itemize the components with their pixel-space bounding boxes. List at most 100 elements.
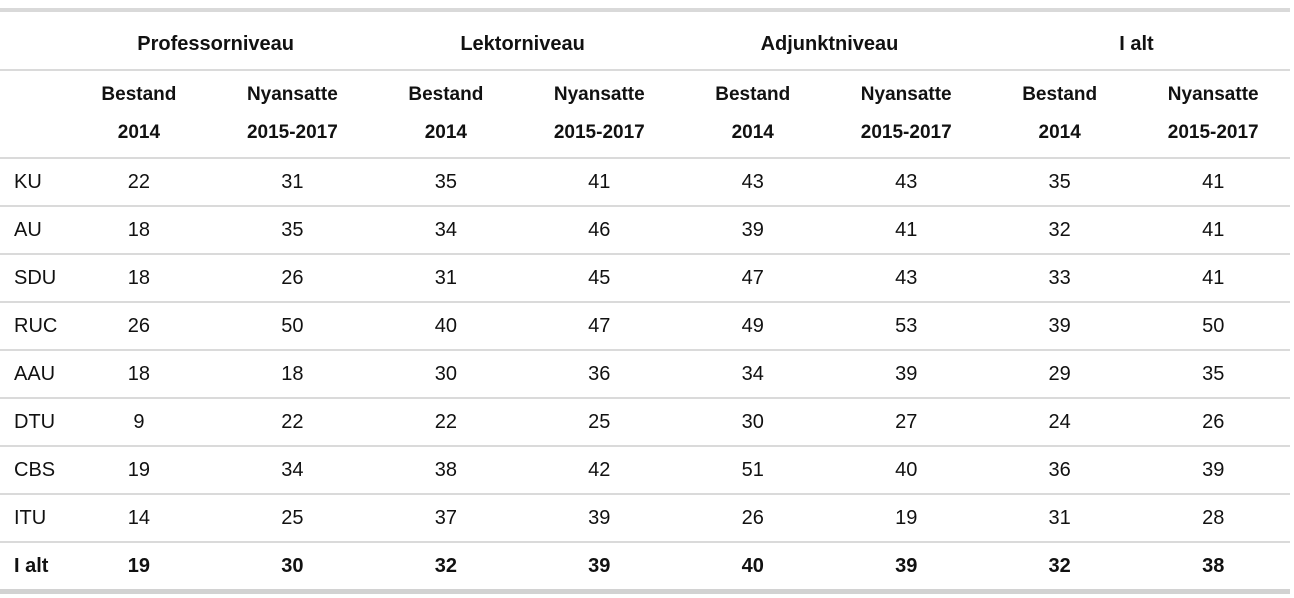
data-cell: 26: [676, 494, 830, 543]
subheader-row: Bestand 2014 Nyansatte 2015-2017 Bestand 2014…: [0, 70, 1290, 159]
column-header-line2: 2014: [424, 122, 467, 143]
column-header-line2: 2015-2017: [1167, 122, 1259, 143]
data-cell: 50: [215, 302, 370, 351]
data-cell: 46: [522, 206, 677, 255]
table-row: AAU 18 18 30 36 34 39 29 35: [0, 350, 1290, 399]
row-label: DTU: [0, 398, 63, 447]
data-cell: 47: [522, 302, 677, 351]
row-label: SDU: [0, 254, 63, 303]
corner-cell: [0, 70, 63, 159]
data-cell: 30: [369, 350, 523, 399]
column-header-bestand-0: Bestand 2014: [62, 70, 216, 159]
column-header-nyansatte-0: Nyansatte 2015-2017: [215, 70, 370, 159]
column-header-line2: 2015-2017: [553, 122, 645, 143]
data-cell: 35: [215, 206, 370, 255]
data-cell: 37: [369, 494, 523, 543]
data-cell: 18: [215, 350, 370, 399]
data-cell: 19: [829, 494, 983, 543]
data-cell: 25: [215, 494, 370, 543]
table-row: CBS 19 34 38 42 51 40 36 39: [0, 446, 1290, 495]
column-header-bestand-1: Bestand 2014: [369, 70, 523, 159]
data-cell: 49: [676, 302, 830, 351]
data-cell: 31: [215, 158, 370, 207]
column-header-line1: Nyansatte: [246, 84, 338, 105]
data-cell: 39: [522, 494, 677, 543]
data-cell: 38: [369, 446, 523, 495]
row-label: KU: [0, 158, 63, 207]
data-cell: 36: [522, 350, 677, 399]
row-label: CBS: [0, 446, 63, 495]
column-header-bestand-2: Bestand 2014: [676, 70, 830, 159]
row-label: I alt: [14, 554, 49, 577]
column-header-nyansatte-1: Nyansatte 2015-2017: [522, 70, 677, 159]
data-cell: 43: [829, 254, 983, 303]
data-cell: 18: [62, 206, 216, 255]
data-cell: 9: [62, 398, 216, 447]
data-cell: 39: [895, 554, 918, 577]
data-cell: 41: [1136, 206, 1290, 255]
data-cell: 43: [676, 158, 830, 207]
data-cell: 26: [1136, 398, 1290, 447]
row-label: AU: [0, 206, 63, 255]
group-header-professorniveau: Professorniveau: [62, 10, 370, 71]
data-cell: 34: [676, 350, 830, 399]
data-cell: 22: [62, 158, 216, 207]
data-cell: 30: [281, 554, 304, 577]
table-row: DTU 9 22 22 25 30 27 24 26: [0, 398, 1290, 447]
data-cell: 19: [62, 446, 216, 495]
table-row: I alt 19 30 32 39 40 39 32 38: [0, 542, 1290, 592]
column-header-line1: Nyansatte: [553, 84, 645, 105]
data-cell: 31: [982, 494, 1137, 543]
group-header-i-alt: I alt: [982, 10, 1290, 71]
column-header-line2: 2015-2017: [860, 122, 952, 143]
column-header-line2: 2014: [731, 122, 774, 143]
data-cell: 40: [369, 302, 523, 351]
column-header-line2: 2014: [117, 122, 161, 143]
data-cell: 41: [1136, 254, 1290, 303]
data-cell: 26: [215, 254, 370, 303]
data-cell: 39: [1136, 446, 1290, 495]
data-cell: 32: [1048, 554, 1071, 577]
data-cell: 24: [982, 398, 1137, 447]
data-cell: 31: [369, 254, 523, 303]
column-header-line1: Bestand: [408, 84, 484, 105]
table-row: ITU 14 25 37 39 26 19 31 28: [0, 494, 1290, 543]
data-cell: 53: [829, 302, 983, 351]
data-cell: 34: [369, 206, 523, 255]
data-cell: 32: [434, 554, 457, 577]
table-body: KU 22 31 35 41 43 43 35 41 AU 18 35 34 46 39 41 32 41 SDU 1…: [0, 158, 1290, 592]
data-cell: 18: [62, 350, 216, 399]
data-cell: 40: [741, 554, 764, 577]
data-cell: 28: [1136, 494, 1290, 543]
group-header-adjunktniveau: Adjunktniveau: [676, 10, 983, 71]
column-header-line1: Bestand: [715, 84, 791, 105]
row-label: ITU: [0, 494, 63, 543]
data-cell: 36: [982, 446, 1137, 495]
data-cell: 39: [676, 206, 830, 255]
data-cell: 41: [829, 206, 983, 255]
data-cell: 14: [62, 494, 216, 543]
data-cell: 27: [829, 398, 983, 447]
column-header-nyansatte-3: Nyansatte 2015-2017: [1136, 70, 1290, 159]
data-cell: 50: [1136, 302, 1290, 351]
statistics-table: Professorniveau Lektorniveau Adjunktnive…: [0, 8, 1290, 594]
data-cell: 40: [829, 446, 983, 495]
corner-cell: [0, 10, 63, 71]
data-cell: 41: [522, 158, 677, 207]
row-label: RUC: [0, 302, 63, 351]
data-cell: 25: [522, 398, 677, 447]
data-cell: 45: [522, 254, 677, 303]
data-cell: 22: [369, 398, 523, 447]
data-cell: 34: [215, 446, 370, 495]
row-label: AAU: [0, 350, 63, 399]
data-cell: 35: [982, 158, 1137, 207]
column-header-line1: Nyansatte: [1167, 84, 1259, 105]
column-header-line2: 2015-2017: [246, 122, 338, 143]
column-header-line2: 2014: [1038, 122, 1081, 143]
table-row: RUC 26 50 40 47 49 53 39 50: [0, 302, 1290, 351]
data-cell: 39: [982, 302, 1137, 351]
data-cell: 29: [982, 350, 1137, 399]
column-header-nyansatte-2: Nyansatte 2015-2017: [829, 70, 983, 159]
column-header-line1: Bestand: [101, 84, 177, 105]
